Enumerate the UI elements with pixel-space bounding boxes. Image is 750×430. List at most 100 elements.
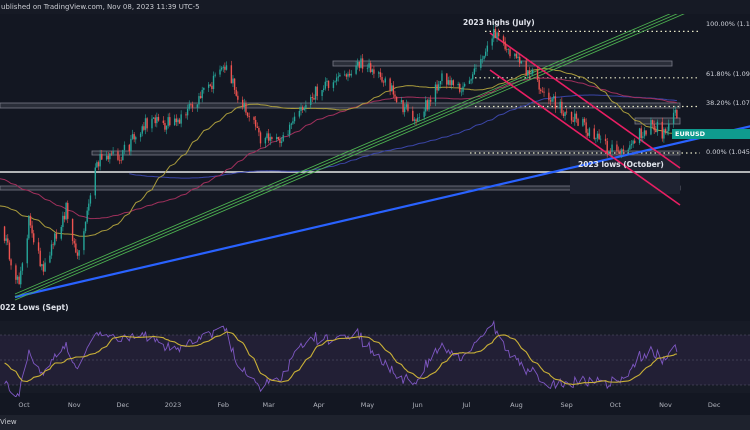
candle-body [321,90,323,97]
candle-body [536,70,539,80]
candle-body [438,84,440,91]
candle-body [640,128,642,138]
candle-body [502,36,505,42]
candle-body [541,91,544,92]
candle-body [595,138,597,140]
candle-body [214,74,216,76]
candle-body [141,126,143,134]
channel-lower-line [489,69,681,206]
candle-body [313,97,315,100]
candle-body [219,69,221,75]
candle-body [277,137,280,140]
candle-body [392,85,395,95]
candle-body [314,86,317,100]
x-tick-label: Mar [262,401,275,409]
candle-body [198,96,200,105]
candle-body [468,80,471,84]
x-tick-label: Feb [217,401,230,409]
candle-body [180,114,182,124]
candle-body [426,100,429,110]
candle-body [151,118,153,129]
candle-body [207,84,210,88]
candle-body [133,134,135,140]
candle-body [604,138,607,142]
candle-body [450,80,453,85]
candle-body [630,143,633,146]
candle-body [486,45,489,52]
candle-body [327,80,330,88]
candle-body [543,91,545,93]
candle-body [473,68,476,75]
candle-body [378,72,380,74]
candle-body [472,74,474,80]
candle-body [572,120,574,122]
candle-body [175,118,177,123]
candle-body [185,114,187,116]
candle-body [395,96,398,103]
candle-body [89,195,92,204]
candle-body [282,135,284,142]
candle-body [617,150,620,152]
candle-body [609,151,612,153]
candle-body [402,100,404,113]
x-tick-label: Jun [412,401,423,409]
candle-body [20,270,22,285]
candle-body [582,118,584,126]
candle-body [97,162,100,167]
price-chart-canvas[interactable] [0,14,750,314]
rsi-ma-line [4,331,677,386]
candle-body [253,117,255,120]
candle-body [169,117,171,126]
rsi-panel[interactable] [0,317,750,397]
candle-body [446,73,448,85]
candle-body [323,88,325,91]
candle-body [574,113,576,122]
symbol-price-badge[interactable]: EURUSD [672,129,750,139]
candle-body [564,111,566,117]
candle-body [269,137,271,141]
x-tick-label: Dec [116,401,130,409]
candle-body [105,155,108,160]
candle-body [404,107,406,113]
candle-body [256,126,258,128]
candle-body [642,136,644,138]
candle-body [139,133,142,138]
bottom-bar: View [0,415,750,430]
candle-body [664,129,667,133]
candle-body [384,78,386,83]
candle-body [481,58,484,60]
candle-body [350,73,352,76]
candle-body [290,123,292,125]
candle-body [645,130,647,135]
channel-upper-line [489,32,681,169]
candle-body [298,110,301,117]
annotation-2023-lows: 2023 lows (October) [578,160,664,169]
candle-body [112,151,114,154]
price-chart[interactable]: 2023 highs (July) 2023 lows (October) 02… [0,14,750,335]
candle-body [520,60,523,64]
candle-body [41,264,43,267]
candle-body [527,70,529,76]
candle-body [634,140,636,144]
support-trendline [14,125,750,299]
candle-body [540,89,542,92]
candle-body [436,84,438,91]
candle-body [190,104,192,105]
candle-body [130,138,132,152]
candle-body [337,76,339,78]
candle-body [525,60,527,76]
candle-body [588,128,591,136]
candle-body [400,100,403,103]
candle-body [232,78,234,84]
candle-body [33,233,35,243]
candle-body [514,53,516,57]
time-axis[interactable]: Oct Nov Dec 2023 Feb Mar Apr May Jun Jul Aug Sep Oct… [0,397,750,415]
candle-body [339,74,341,77]
candle-body [55,233,58,239]
candle-body [243,103,246,108]
candle-body [44,262,46,272]
candle-body [358,61,361,68]
candle-body [230,65,233,84]
candle-body [326,80,328,82]
candle-body [366,67,369,69]
